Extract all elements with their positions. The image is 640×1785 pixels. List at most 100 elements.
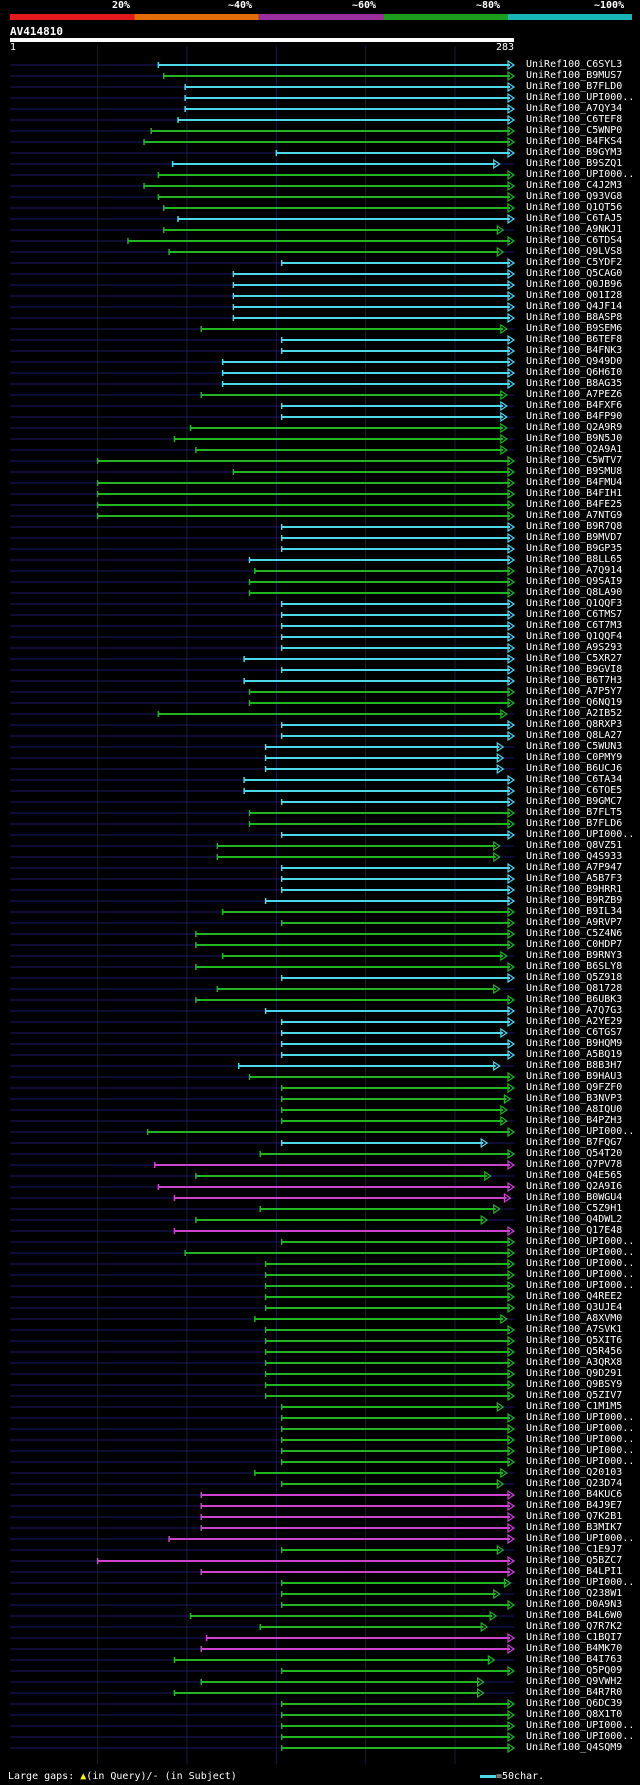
hit-label[interactable]: UniRef100_UPI000..	[526, 1126, 635, 1137]
hit-label[interactable]: UniRef100_A3QRX8	[526, 1357, 623, 1368]
hit-label[interactable]: UniRef100_C6TA34	[526, 774, 623, 785]
hit-label[interactable]: UniRef100_B4FE25	[526, 499, 623, 510]
hit-label[interactable]: UniRef100_C6T7M3	[526, 620, 623, 631]
hit-label[interactable]: UniRef100_Q4S933	[526, 851, 623, 862]
hit-label[interactable]: UniRef100_B8AG35	[526, 378, 623, 389]
hit-label[interactable]: UniRef100_Q23D74	[526, 1478, 623, 1489]
hit-label[interactable]: UniRef100_C1BQI7	[526, 1632, 623, 1643]
hit-label[interactable]: UniRef100_UPI000..	[526, 1247, 635, 1258]
hit-label[interactable]: UniRef100_B4PZH3	[526, 1115, 623, 1126]
hit-label[interactable]: UniRef100_Q5ZIV7	[526, 1390, 623, 1401]
hit-label[interactable]: UniRef100_Q5Z918	[526, 972, 623, 983]
hit-label[interactable]: UniRef100_C5Z4N6	[526, 928, 623, 939]
hit-label[interactable]: UniRef100_Q01I28	[526, 290, 623, 301]
hit-label[interactable]: UniRef100_B6UCJ6	[526, 763, 623, 774]
hit-label[interactable]: UniRef100_Q9BSY9	[526, 1379, 623, 1390]
hit-label[interactable]: UniRef100_Q9FZF0	[526, 1082, 623, 1093]
hit-label[interactable]: UniRef100_Q5XIT6	[526, 1335, 623, 1346]
hit-label[interactable]: UniRef100_A7P5Y7	[526, 686, 623, 697]
hit-label[interactable]: UniRef100_Q4REE2	[526, 1291, 623, 1302]
hit-label[interactable]: UniRef100_UPI000..	[526, 1280, 635, 1291]
hit-label[interactable]: UniRef100_C5Z9H1	[526, 1203, 623, 1214]
hit-label[interactable]: UniRef100_B4FXF6	[526, 400, 623, 411]
hit-label[interactable]: UniRef100_Q8X1T0	[526, 1709, 623, 1720]
hit-label[interactable]: UniRef100_B9MVD7	[526, 532, 623, 543]
hit-label[interactable]: UniRef100_B9GMC7	[526, 796, 623, 807]
hit-label[interactable]: UniRef100_B8ASP8	[526, 312, 623, 323]
hit-label[interactable]: UniRef100_Q0JB96	[526, 279, 623, 290]
hit-label[interactable]: UniRef100_UPI000..	[526, 1456, 635, 1467]
hit-label[interactable]: UniRef100_A9S293	[526, 642, 623, 653]
hit-label[interactable]: UniRef100_C5YDF2	[526, 257, 623, 268]
hit-label[interactable]: UniRef100_B9RNY3	[526, 950, 623, 961]
hit-label[interactable]: UniRef100_UPI000..	[526, 169, 635, 180]
hit-label[interactable]: UniRef100_A5BQ19	[526, 1049, 623, 1060]
hit-label[interactable]: UniRef100_B4KUC6	[526, 1489, 623, 1500]
hit-label[interactable]: UniRef100_Q20103	[526, 1467, 623, 1478]
hit-label[interactable]: UniRef100_B9HQM9	[526, 1038, 623, 1049]
hit-label[interactable]: UniRef100_A9RVP7	[526, 917, 623, 928]
hit-label[interactable]: UniRef100_C1E9J7	[526, 1544, 623, 1555]
hit-label[interactable]: UniRef100_B8B3H7	[526, 1060, 623, 1071]
hit-label[interactable]: UniRef100_Q7R7K2	[526, 1621, 623, 1632]
hit-label[interactable]: UniRef100_Q4E565	[526, 1170, 623, 1181]
hit-label[interactable]: UniRef100_C6TGS7	[526, 1027, 623, 1038]
hit-label[interactable]: UniRef100_B4MK70	[526, 1643, 623, 1654]
hit-label[interactable]: UniRef100_Q8RXP3	[526, 719, 623, 730]
hit-label[interactable]: UniRef100_A5B7F3	[526, 873, 623, 884]
hit-label[interactable]: UniRef100_Q81728	[526, 983, 623, 994]
hit-label[interactable]: UniRef100_Q2A9A1	[526, 444, 623, 455]
hit-label[interactable]: UniRef100_Q2A9I6	[526, 1181, 623, 1192]
hit-label[interactable]: UniRef100_C4J2M3	[526, 180, 623, 191]
hit-label[interactable]: UniRef100_UPI000..	[526, 829, 635, 840]
hit-label[interactable]: UniRef100_B3NVP3	[526, 1093, 623, 1104]
hit-label[interactable]: UniRef100_C0PMY9	[526, 752, 623, 763]
hit-label[interactable]: UniRef100_B9GYM3	[526, 147, 623, 158]
hit-label[interactable]: UniRef100_C1M1M5	[526, 1401, 623, 1412]
hit-label[interactable]: UniRef100_A7PEZ6	[526, 389, 623, 400]
hit-label[interactable]: UniRef100_Q9D291	[526, 1368, 623, 1379]
hit-label[interactable]: UniRef100_Q1QT56	[526, 202, 623, 213]
hit-label[interactable]: UniRef100_A8IQU0	[526, 1104, 623, 1115]
hit-label[interactable]: UniRef100_B6SLY8	[526, 961, 623, 972]
hit-label[interactable]: UniRef100_Q949D0	[526, 356, 623, 367]
hit-label[interactable]: UniRef100_B9GVI8	[526, 664, 623, 675]
hit-label[interactable]: UniRef100_UPI000..	[526, 1445, 635, 1456]
hit-label[interactable]: UniRef100_C5WNP0	[526, 125, 623, 136]
hit-label[interactable]: UniRef100_B9R7Q8	[526, 521, 623, 532]
hit-label[interactable]: UniRef100_B4J9E7	[526, 1500, 623, 1511]
hit-label[interactable]: UniRef100_C6TOE5	[526, 785, 623, 796]
hit-label[interactable]: UniRef100_A2IB52	[526, 708, 623, 719]
hit-label[interactable]: UniRef100_B6TEF8	[526, 334, 623, 345]
hit-label[interactable]: UniRef100_B9MUS7	[526, 70, 623, 81]
hit-label[interactable]: UniRef100_C5XR27	[526, 653, 623, 664]
hit-label[interactable]: UniRef100_B4FNK3	[526, 345, 623, 356]
hit-label[interactable]: UniRef100_Q1QQF3	[526, 598, 623, 609]
hit-label[interactable]: UniRef100_B4LPI1	[526, 1566, 623, 1577]
hit-label[interactable]: UniRef100_Q4DWL2	[526, 1214, 623, 1225]
hit-label[interactable]: UniRef100_Q6NQ19	[526, 697, 623, 708]
hit-label[interactable]: UniRef100_A7Q914	[526, 565, 623, 576]
hit-label[interactable]: UniRef100_Q9SAI9	[526, 576, 623, 587]
hit-label[interactable]: UniRef100_D0A9N3	[526, 1599, 623, 1610]
hit-label[interactable]: UniRef100_C6TEF8	[526, 114, 623, 125]
hit-label[interactable]: UniRef100_B7FQG7	[526, 1137, 623, 1148]
hit-label[interactable]: UniRef100_UPI000..	[526, 1269, 635, 1280]
hit-label[interactable]: UniRef100_Q4SQM9	[526, 1742, 623, 1753]
hit-label[interactable]: UniRef100_UPI000..	[526, 1258, 635, 1269]
hit-label[interactable]: UniRef100_B9HRR1	[526, 884, 623, 895]
hit-label[interactable]: UniRef100_B9SEM6	[526, 323, 623, 334]
hit-label[interactable]: UniRef100_UPI000..	[526, 1731, 635, 1742]
hit-label[interactable]: UniRef100_B8LL65	[526, 554, 623, 565]
hit-label[interactable]: UniRef100_B3MIK7	[526, 1522, 623, 1533]
hit-label[interactable]: UniRef100_B4L6W0	[526, 1610, 623, 1621]
hit-label[interactable]: UniRef100_B7FLD6	[526, 818, 623, 829]
hit-label[interactable]: UniRef100_Q5PQ09	[526, 1665, 623, 1676]
hit-label[interactable]: UniRef100_C6SYL3	[526, 59, 623, 70]
hit-label[interactable]: UniRef100_UPI000..	[526, 1577, 635, 1588]
hit-label[interactable]: UniRef100_Q4JF14	[526, 301, 623, 312]
hit-label[interactable]: UniRef100_B4FIH1	[526, 488, 623, 499]
hit-label[interactable]: UniRef100_A7QY34	[526, 103, 623, 114]
hit-label[interactable]: UniRef100_UPI000..	[526, 1533, 635, 1544]
hit-label[interactable]: UniRef100_C5WTV7	[526, 455, 623, 466]
